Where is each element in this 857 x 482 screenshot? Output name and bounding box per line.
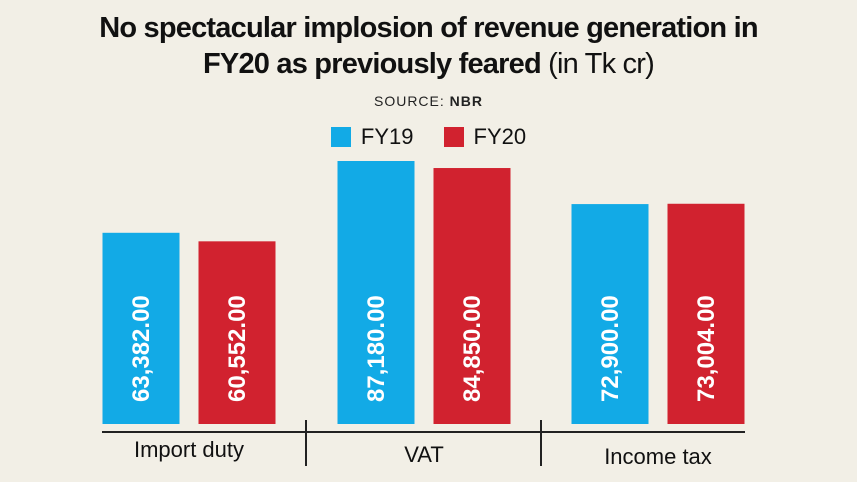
data-label-import-duty-fy20: 60,552.00 bbox=[224, 295, 251, 402]
data-label-income-tax-fy19: 72,900.00 bbox=[597, 295, 624, 402]
category-label-import-duty: Import duty bbox=[134, 437, 244, 462]
legend-label-fy19: FY19 bbox=[360, 124, 414, 149]
data-label-vat-fy20: 84,850.00 bbox=[459, 295, 486, 402]
title-line-2-text: FY20 as previously feared bbox=[203, 48, 542, 80]
category-label-vat: VAT bbox=[404, 442, 444, 467]
legend-item-fy19: FY19 bbox=[330, 124, 414, 150]
bar-income-tax-fy19 bbox=[571, 204, 649, 424]
legend-label-fy20: FY20 bbox=[473, 124, 527, 149]
title-line-2: FY20 as previously feared (in Tk cr) bbox=[0, 46, 857, 82]
bar-vat-fy19 bbox=[337, 161, 415, 424]
legend-swatch-fy19 bbox=[330, 127, 351, 147]
bar-income-tax-fy20 bbox=[667, 203, 745, 424]
legend-item-fy20: FY20 bbox=[443, 124, 527, 150]
chart-title: No spectacular implosion of revenue gene… bbox=[0, 10, 857, 82]
bar-import-duty-fy19 bbox=[102, 232, 180, 424]
data-label-vat-fy19: 87,180.00 bbox=[363, 295, 390, 402]
bar-vat-fy20 bbox=[433, 168, 511, 424]
category-label-income-tax: Income tax bbox=[604, 444, 712, 469]
legend: FY19 FY20 bbox=[0, 124, 857, 150]
legend-swatch-fy20 bbox=[443, 127, 464, 147]
source-line: SOURCE: NBR bbox=[0, 93, 857, 109]
data-label-import-duty-fy19: 63,382.00 bbox=[128, 295, 155, 402]
source-value: NBR bbox=[449, 93, 484, 109]
bar-import-duty-fy20 bbox=[198, 241, 276, 424]
source-label: SOURCE: bbox=[373, 93, 445, 109]
data-label-income-tax-fy20: 73,004.00 bbox=[693, 295, 720, 402]
title-line-1: No spectacular implosion of revenue gene… bbox=[99, 12, 758, 44]
title-unit: (in Tk cr) bbox=[548, 48, 655, 80]
